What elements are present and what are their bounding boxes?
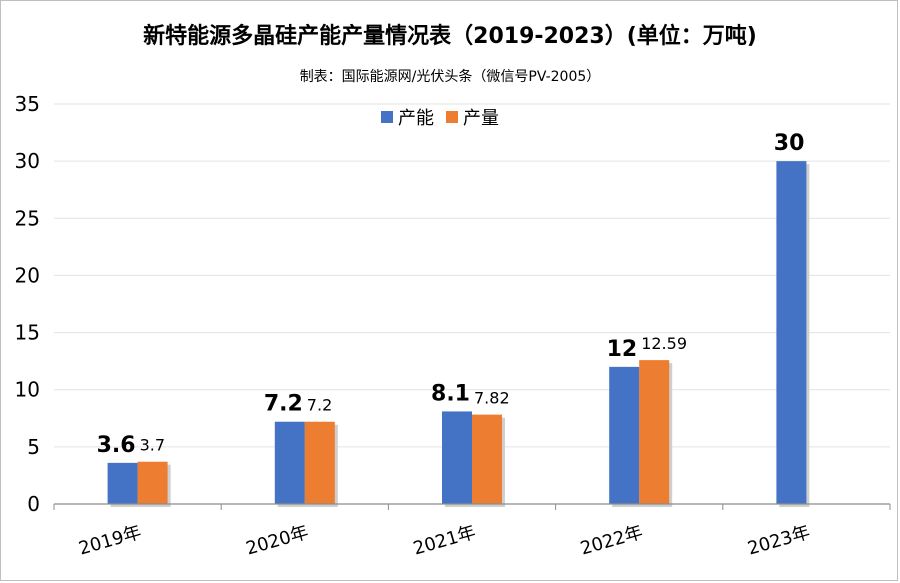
data-label-capacity: 3.6 <box>97 433 136 458</box>
x-axis: 2019年 2020年 2021年 2022年 2023年 <box>53 503 891 560</box>
chart-subtitle: 制表：国际能源网/光伏头条（微信号PV-2005） <box>299 69 601 85</box>
bar-capacity <box>442 411 472 504</box>
y-tick-label: 10 <box>15 378 40 402</box>
x-category-label: 2020年 <box>244 522 311 560</box>
data-label-capacity: 30 <box>774 131 805 156</box>
data-label-output: 12.59 <box>641 334 687 353</box>
y-tick-label: 30 <box>15 149 40 173</box>
x-category-label: 2023年 <box>745 522 812 560</box>
data-label-output: 3.7 <box>140 436 165 455</box>
y-tick-label: 25 <box>15 206 40 230</box>
bar-output <box>137 461 168 504</box>
y-tick-label: 5 <box>27 435 40 459</box>
legend-swatch-capacity <box>381 111 393 123</box>
bar-capacity <box>609 366 640 504</box>
data-labels: 3.6 3.7 7.2 7.2 8.1 7.82 12 12.59 30 <box>97 131 805 458</box>
bar-output <box>304 421 335 504</box>
bar-capacity <box>776 161 807 504</box>
data-label-output: 7.2 <box>307 396 332 415</box>
x-category-label: 2022年 <box>578 522 645 560</box>
bars <box>107 161 810 507</box>
data-label-output: 7.82 <box>474 389 510 408</box>
y-tick-label: 35 <box>15 92 40 116</box>
y-tick-label: 0 <box>27 492 40 516</box>
y-tick-label: 15 <box>15 321 40 345</box>
bar-output <box>639 360 670 504</box>
gridlines <box>54 103 890 448</box>
chart-title: 新特能源多晶硅产能产量情况表（2019-2023）(单位：万吨) <box>143 24 757 49</box>
y-axis: 0 5 10 15 20 25 30 35 <box>15 92 40 516</box>
bar-capacity <box>274 421 305 504</box>
data-label-capacity: 7.2 <box>264 392 303 417</box>
legend-label-capacity: 产能 <box>398 108 434 129</box>
legend: 产能 产量 <box>381 108 499 129</box>
bar-output <box>472 414 502 504</box>
data-label-capacity: 12 <box>607 337 638 362</box>
x-category-label: 2021年 <box>411 522 478 560</box>
bar-capacity <box>107 462 138 504</box>
y-tick-label: 20 <box>15 263 40 287</box>
data-label-capacity: 8.1 <box>431 381 470 406</box>
x-category-label: 2019年 <box>77 522 144 560</box>
legend-label-output: 产量 <box>463 108 499 129</box>
legend-swatch-output <box>446 111 458 123</box>
